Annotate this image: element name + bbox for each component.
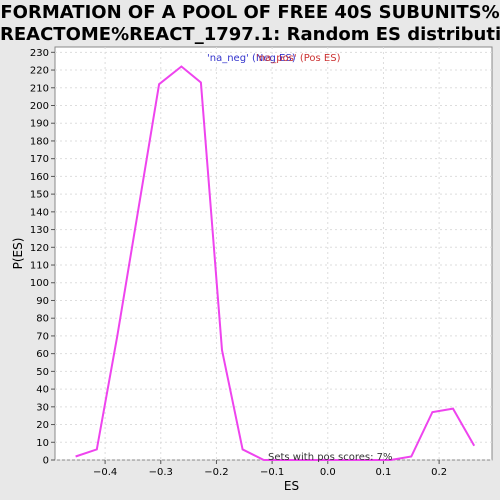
y-tick-label: 90: [36, 296, 49, 307]
x-tick-label: −0.2: [204, 467, 228, 478]
y-tick-label: 0: [43, 456, 49, 467]
x-tick-label: 0.2: [431, 467, 447, 478]
y-tick-label: 40: [36, 385, 49, 396]
plot-area: [54, 46, 493, 461]
x-axis: −0.4 −0.3 −0.2 −0.1 0.0 0.1 0.2: [93, 460, 447, 478]
y-tick-label: 110: [30, 261, 49, 272]
y-tick-label: 170: [30, 154, 49, 165]
y-tick-label: 120: [30, 243, 49, 254]
y-tick-label: 130: [30, 225, 49, 236]
y-tick-label: 70: [36, 331, 49, 342]
y-tick-label: 10: [36, 438, 49, 449]
y-axis-label: P(ES): [11, 238, 25, 270]
grid-lines: [55, 47, 492, 461]
x-tick-label: 0.0: [320, 467, 336, 478]
series-line: [75, 65, 476, 461]
y-tick-label: 190: [30, 119, 49, 130]
y-tick-label: 30: [36, 402, 49, 413]
pos-scores-annotation: Sets with pos scores: 7%: [268, 452, 393, 463]
y-tick-label: 100: [30, 278, 49, 289]
x-axis-label: ES: [284, 479, 299, 493]
y-tick-label: 160: [30, 172, 49, 183]
y-tick-label: 200: [30, 101, 49, 112]
x-tick-label: −0.1: [260, 467, 284, 478]
y-axis: 0 10 20 30 40 50 60 70 80 90 100 110 120 130 140 150 160…: [30, 48, 55, 467]
legend-entry-pos: 'na_pos' (Pos ES): [256, 53, 341, 64]
x-tick-label: −0.4: [93, 467, 117, 478]
y-tick-label: 210: [30, 83, 49, 94]
y-tick-label: 220: [30, 66, 49, 77]
chart-title: FORMATION OF A POOL OF FREE 40S SUBUNITS…: [0, 2, 500, 23]
y-tick-label: 230: [30, 48, 49, 59]
y-tick-label: 50: [36, 367, 49, 378]
chart-subtitle: REACTOME%REACT_1797.1: Random ES distrib…: [0, 24, 500, 45]
y-tick-label: 60: [36, 349, 49, 360]
y-tick-label: 20: [36, 420, 49, 431]
x-tick-label: 0.1: [375, 467, 391, 478]
y-tick-label: 150: [30, 190, 49, 201]
y-tick-label: 140: [30, 207, 49, 218]
x-tick-label: −0.3: [149, 467, 173, 478]
y-tick-label: 180: [30, 136, 49, 147]
legend-entry-neg: 'na_neg' (Neg ES): [207, 53, 296, 64]
y-tick-label: 80: [36, 314, 49, 325]
